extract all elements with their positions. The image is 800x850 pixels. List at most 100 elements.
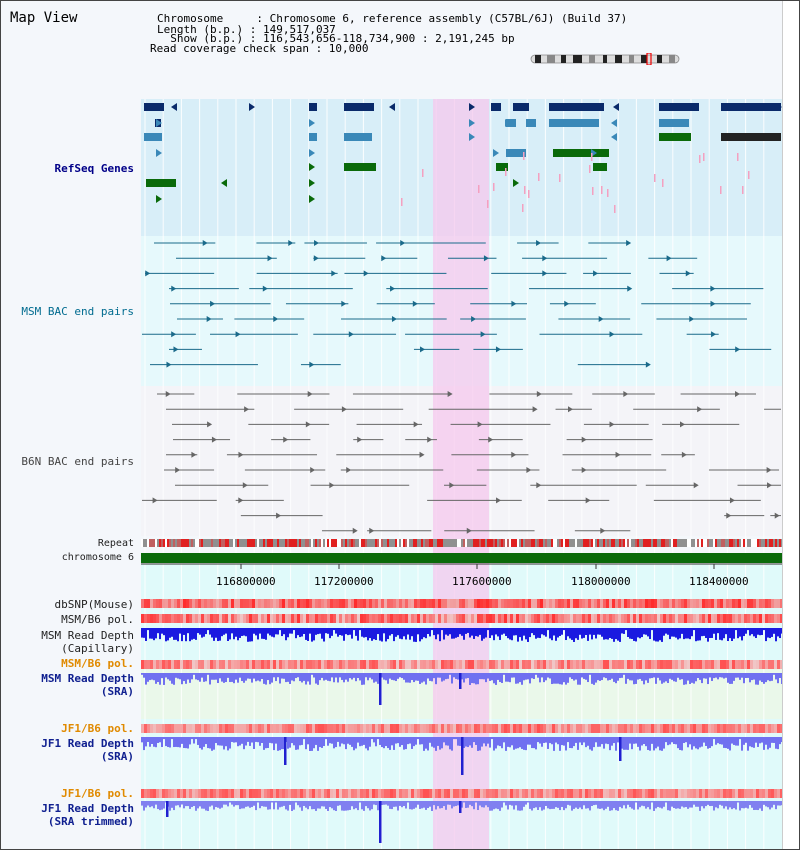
dbsnp-label[interactable]: dbSNP(Mouse) (54, 598, 134, 611)
refseq-gene[interactable] (144, 103, 164, 111)
msm-pol-cell (684, 614, 687, 623)
jf1-pol-cell (405, 724, 408, 733)
b6n-bac-pairs-track[interactable] (142, 391, 782, 534)
jf1-pol-cell (540, 724, 543, 733)
read-depth-tracks[interactable] (141, 628, 782, 843)
msm-sra-depth (689, 673, 691, 685)
msm-pol-cell (726, 614, 729, 623)
msm-depth-cap-label-1[interactable]: MSM Read Depth (41, 629, 134, 642)
refseq-gene[interactable] (659, 133, 691, 141)
msm-sra-depth (563, 673, 565, 683)
jf1-trim-depth (247, 801, 249, 807)
refseq-gene[interactable] (526, 119, 536, 127)
highlight-region[interactable] (433, 99, 489, 849)
jf1-trim-depth (357, 801, 359, 811)
refseq-gene[interactable] (344, 133, 372, 141)
refseq-gene[interactable] (496, 163, 508, 171)
polymorphism-tracks[interactable] (141, 599, 782, 798)
msm-capillary-depth (511, 628, 513, 641)
refseq-gene[interactable] (344, 163, 376, 171)
gene-strand-arrow (144, 103, 150, 111)
msm-pol-cell (360, 614, 363, 623)
msm-capillary-depth (625, 628, 627, 631)
jf1-pol-cell (273, 724, 276, 733)
msm-capillary-depth (165, 628, 167, 642)
msm-capillary-depth (545, 628, 547, 637)
jf1-pol2-cell (363, 789, 366, 798)
refseq-label[interactable]: RefSeq Genes (54, 162, 134, 175)
msm-pol-cell (441, 614, 444, 623)
chromosome-ideogram[interactable] (529, 53, 684, 65)
dbsnp-cell (405, 599, 408, 608)
msm-pol-label[interactable]: MSM/B6 pol. (61, 613, 134, 626)
gene-strand-arrow (611, 119, 617, 127)
jf1-trim-depth (367, 801, 369, 809)
repeat-track[interactable] (141, 539, 782, 547)
jf1-sra-label-1[interactable]: JF1 Read Depth (41, 737, 134, 750)
refseq-gene[interactable] (593, 163, 607, 171)
msm-pol2-label[interactable]: MSM/B6 pol. (61, 657, 134, 670)
msm-sra-depth (597, 673, 599, 681)
refseq-gene[interactable] (553, 149, 593, 157)
jf1-trim-depth (683, 801, 685, 808)
refseq-gene[interactable] (593, 149, 609, 157)
msm-sra-depth (647, 673, 649, 683)
refseq-gene[interactable] (549, 103, 604, 111)
bac-end-marker (329, 482, 335, 489)
jf1-trim-depth (189, 801, 191, 809)
jf1-trim-depth (769, 801, 771, 810)
msm-pol2-cell (210, 660, 213, 669)
jf1-pol2-label[interactable]: JF1/B6 pol. (61, 787, 134, 800)
jf1-pol-label[interactable]: JF1/B6 pol. (61, 722, 134, 735)
refseq-gene[interactable] (144, 133, 162, 141)
jf1-pol2-cell (246, 789, 249, 798)
jf1-trim-depth (281, 801, 283, 807)
msm-sra-depth (751, 673, 753, 681)
msm-bac-label[interactable]: MSM BAC end pairs (21, 305, 134, 318)
jf1-trim-depth (609, 801, 611, 811)
repeat-element (537, 539, 539, 547)
jf1-sra-depth (241, 737, 243, 744)
jf1-pol2-cell (552, 789, 555, 798)
msm-pol2-cell (378, 660, 381, 669)
refseq-pseudo-tick (591, 153, 593, 161)
msm-sra-depth (201, 673, 203, 678)
msm-capillary-depth (489, 628, 491, 638)
msm-sra-label-1[interactable]: MSM Read Depth (41, 672, 134, 685)
chromosome-label[interactable]: chromosome 6 (61, 552, 134, 563)
repeat-element (769, 539, 771, 547)
msm-pol-cell (426, 614, 429, 623)
refseq-gene[interactable] (721, 103, 781, 111)
jf1-trim-depth (545, 801, 547, 806)
refseq-gene[interactable] (549, 119, 599, 127)
jf1-trim-label-1[interactable]: JF1 Read Depth (41, 802, 134, 815)
refseq-gene[interactable] (506, 149, 526, 157)
msm-sra-depth (151, 673, 153, 680)
b6n-bac-label[interactable]: B6N BAC end pairs (21, 455, 134, 468)
refseq-gene[interactable] (659, 119, 689, 127)
refseq-gene[interactable] (344, 103, 374, 111)
msm-sra-depth (521, 673, 523, 685)
chromosome-bar[interactable] (141, 553, 782, 563)
jf1-trim-depth (465, 801, 467, 808)
refseq-gene[interactable] (146, 179, 176, 187)
repeat-label[interactable]: Repeat (97, 538, 134, 549)
msm-pol-cell (144, 614, 147, 623)
msm-capillary-depth (291, 628, 293, 634)
refseq-genes-track[interactable] (144, 103, 782, 213)
msm-capillary-depth (739, 628, 741, 637)
jf1-trim-depth (437, 801, 439, 807)
msm-capillary-depth (301, 628, 303, 637)
jf1-trim-depth (749, 801, 751, 806)
tracks-area[interactable]: 116800000 117200000 117600000 118000000 1184… (141, 99, 782, 849)
msm-capillary-depth (317, 628, 319, 635)
jf1-trim-depth (761, 801, 763, 811)
msm-capillary-depth (643, 628, 645, 635)
refseq-gene[interactable] (721, 133, 781, 141)
msm-capillary-depth (645, 628, 647, 635)
msm-sra-depth (723, 673, 725, 679)
msm-sra-depth (569, 673, 571, 678)
msm-bac-pairs-track[interactable] (142, 240, 772, 368)
jf1-trim-depth (273, 801, 275, 810)
refseq-gene[interactable] (659, 103, 699, 111)
